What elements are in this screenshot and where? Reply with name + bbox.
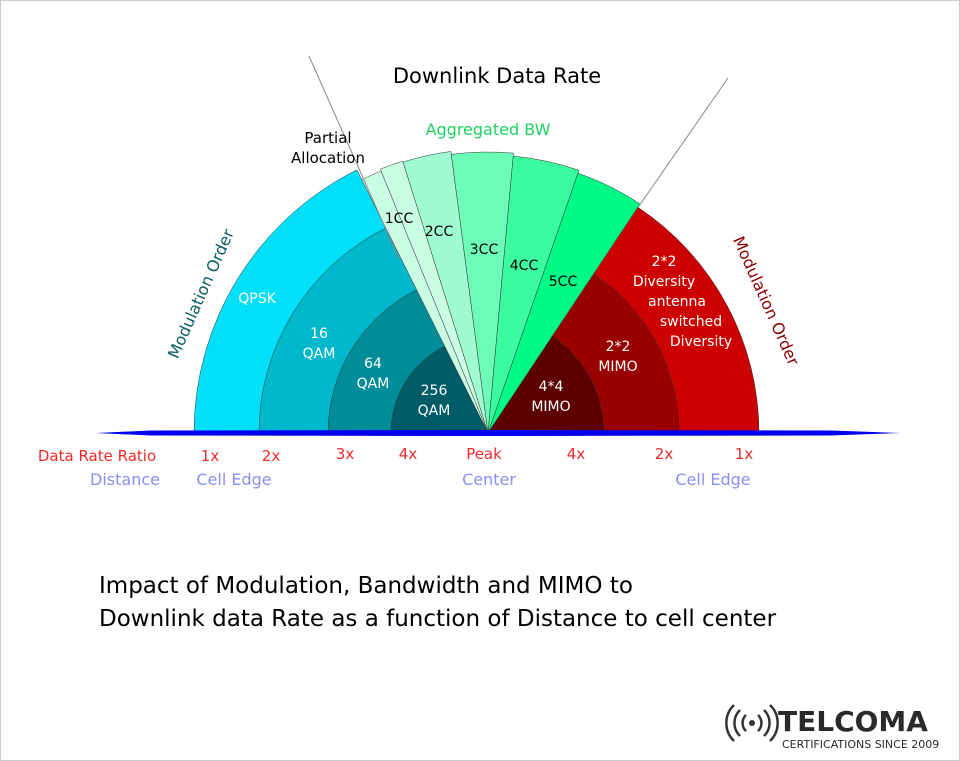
data-rate-ratio-label: Data Rate Ratio (38, 447, 156, 465)
caption-line-2: Downlink data Rate as a function of Dist… (99, 606, 777, 632)
distance-tick: Center (462, 470, 516, 489)
diversity-label-4: switched (660, 314, 722, 330)
ratio-tick: 3x (336, 445, 355, 463)
ratio-tick: 4x (399, 445, 418, 463)
3cc-label: 3CC (470, 242, 499, 258)
ratio-tick: 2x (655, 445, 674, 463)
distance-label: Distance (90, 470, 160, 489)
256qam-label: 256 (421, 383, 448, 399)
carrier-sector (379, 160, 489, 434)
ratio-tick: Peak (466, 445, 502, 463)
partial-allocation-label: Partial (304, 129, 351, 147)
64qam-label: 64 (364, 356, 382, 372)
5cc-label: 5CC (549, 274, 578, 290)
4x4-mimo-label: 4*4 (539, 379, 564, 395)
diversity-label-1: 2*2 (652, 254, 677, 270)
1cc-label: 1CC (385, 211, 414, 227)
2x2-mimo-label-2: MIMO (598, 359, 637, 375)
carrier-sector (451, 151, 514, 434)
baseline (96, 430, 901, 436)
qpsk-label: QPSK (238, 291, 276, 307)
title: Downlink Data Rate (393, 64, 601, 88)
carrier-sector (487, 155, 580, 434)
2x2-mimo-label: 2*2 (606, 339, 631, 355)
2cc-label: 2CC (425, 224, 454, 240)
modulation-sector (390, 345, 489, 434)
ratio-tick: 1x (735, 445, 754, 463)
partial-allocation-pointer (308, 55, 400, 260)
diversity-label-3: antenna (648, 294, 706, 310)
sectors (193, 151, 760, 434)
mimo-sector (487, 336, 605, 434)
diversity-label-5: Diversity (670, 334, 732, 350)
ratio-tick: 4x (567, 445, 586, 463)
ratio-tick: 2x (262, 447, 281, 465)
4cc-label: 4CC (510, 258, 539, 274)
16qam-label-2: QAM (303, 346, 336, 362)
aggregated-bw-label: Aggregated BW (426, 120, 551, 139)
aggregated-bw-pointer (638, 77, 729, 207)
16qam-label: 16 (310, 326, 328, 342)
256qam-label-2: QAM (418, 403, 451, 419)
ratio-tick: 1x (201, 447, 220, 465)
partial-allocation-label-2: Allocation (291, 149, 365, 167)
logo-name: TELCOMA (778, 705, 928, 738)
caption-line-1: Impact of Modulation, Bandwidth and MIMO… (99, 573, 633, 599)
64qam-label-2: QAM (357, 376, 390, 392)
4x4-mimo-label-2: MIMO (531, 399, 570, 415)
logo-tagline: CERTIFICATIONS SINCE 2009 (782, 738, 939, 751)
telcoma-logo (725, 704, 779, 742)
diversity-label-2: Diversity (633, 274, 695, 290)
signal-icon (725, 704, 779, 742)
carrier-sector (402, 151, 489, 434)
distance-tick: Cell Edge (196, 470, 271, 489)
distance-tick: Cell Edge (675, 470, 750, 489)
